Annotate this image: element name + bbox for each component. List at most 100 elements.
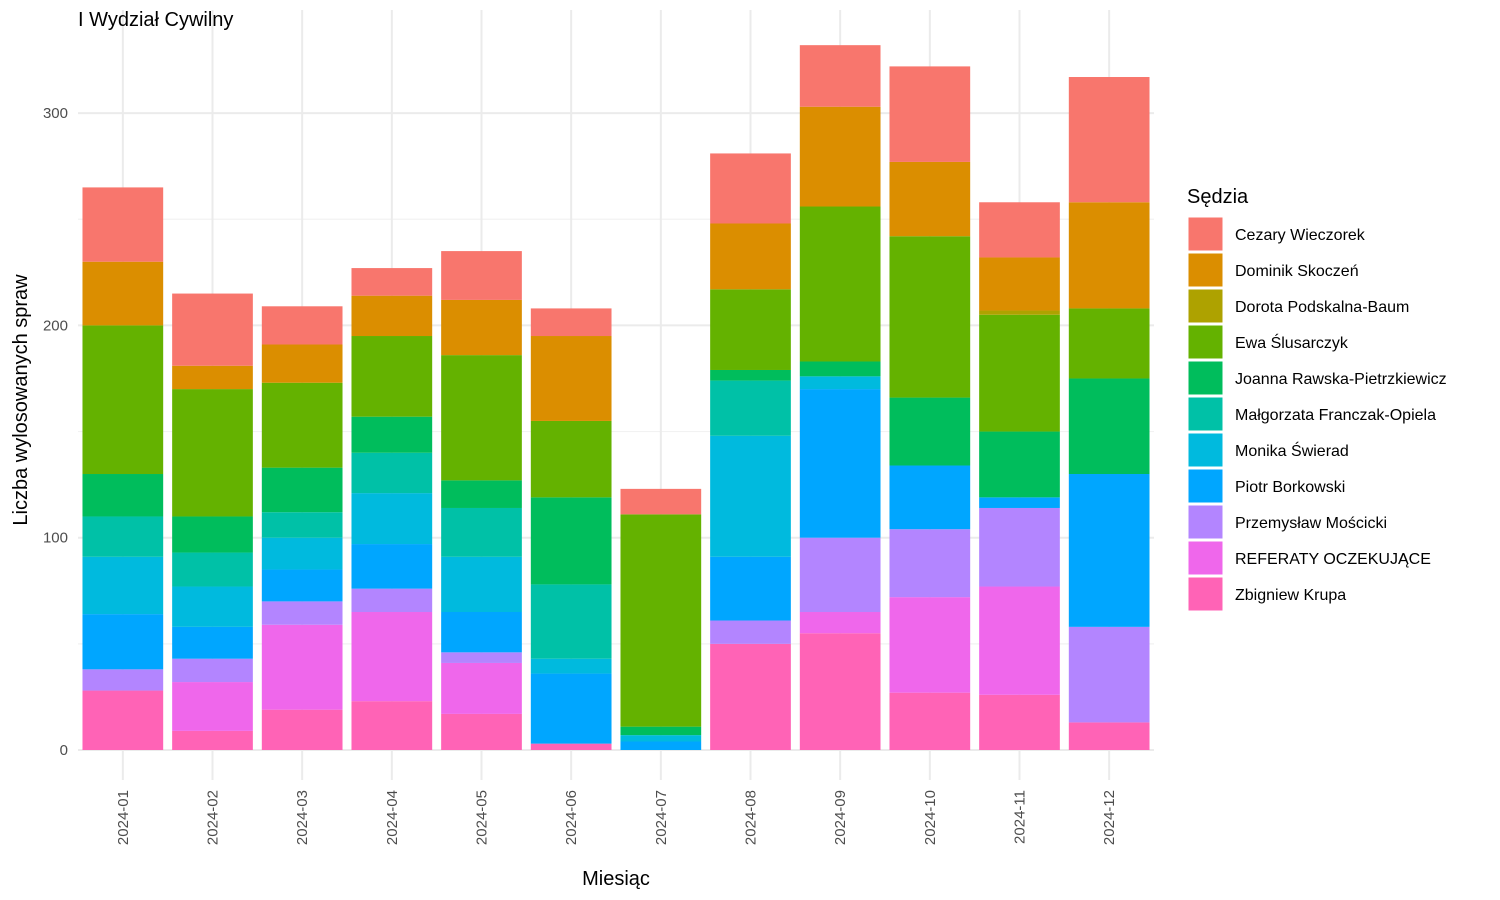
bar-segment	[799, 633, 881, 750]
bar-segment	[530, 658, 612, 674]
bar-segment	[889, 236, 971, 398]
y-tick-label: 300	[43, 105, 68, 122]
legend-label: Dominik Skoczeń	[1235, 263, 1359, 280]
bar-segment	[979, 202, 1060, 258]
bar-segment	[979, 431, 1060, 498]
bar-segment	[979, 507, 1060, 587]
bar-segment	[82, 187, 164, 262]
legend-label: Cezary Wieczorek	[1235, 227, 1366, 244]
bar-segment	[799, 106, 881, 207]
bars	[82, 45, 1150, 750]
bar-segment	[799, 361, 881, 377]
bar-segment	[979, 310, 1060, 315]
bar-segment	[799, 206, 881, 362]
bar-segment	[710, 223, 791, 290]
bar-segment	[351, 701, 433, 750]
legend-label: Ewa Ślusarczyk	[1235, 333, 1349, 352]
x-axis-ticks: 2024-01 2024-02 2024-03 2024-04 2024-05 2024-…	[115, 790, 1118, 845]
bar-segment	[1068, 474, 1150, 627]
bar-segment	[620, 488, 702, 515]
legend-key	[1187, 576, 1224, 612]
x-tick-label: 2024-01	[115, 790, 132, 845]
legend-key	[1187, 540, 1224, 576]
bar-segment	[889, 465, 971, 530]
bar-segment	[441, 652, 522, 663]
bar-segment	[351, 588, 433, 613]
bar-segment	[82, 474, 164, 517]
legend-label: Małgorzata Franczak-Opiela	[1235, 407, 1436, 424]
bar-segment	[441, 662, 522, 714]
y-tick-label: 0	[60, 742, 68, 759]
x-tick-label: 2024-07	[653, 790, 670, 845]
bar-segment	[710, 380, 791, 436]
bar-segment	[261, 624, 343, 710]
bar-segment	[530, 497, 612, 585]
x-tick-label: 2024-04	[384, 790, 401, 845]
bar-segment	[351, 416, 433, 453]
bar-segment	[172, 682, 253, 731]
bar-segment	[979, 257, 1060, 311]
bar-segment	[82, 261, 164, 326]
chart-title: I Wydział Cywilny	[78, 9, 233, 31]
bar-segment	[441, 480, 522, 508]
legend-label: Dorota Podskalna-Baum	[1235, 299, 1409, 316]
bar-segment	[979, 497, 1060, 508]
bar-segment	[172, 365, 253, 390]
bar-segment	[172, 293, 253, 366]
y-axis-title: Liczba wylosowanych spraw	[10, 274, 32, 526]
bar-segment	[530, 673, 612, 744]
x-tick-label: 2024-05	[474, 790, 491, 845]
legend-label: Piotr Borkowski	[1235, 479, 1345, 496]
bar-segment	[172, 626, 253, 659]
bar-segment	[441, 612, 522, 653]
bar-segment	[82, 614, 164, 670]
bar-segment	[889, 161, 971, 237]
bar-segment	[172, 730, 253, 750]
bar-segment	[172, 658, 253, 683]
x-tick-label: 2024-02	[205, 790, 222, 845]
bar-segment	[1068, 626, 1150, 723]
legend-label: Przemysław Mościcki	[1235, 515, 1387, 532]
bar-segment	[441, 355, 522, 481]
bar-segment	[530, 584, 612, 659]
legend-key	[1187, 432, 1224, 468]
legend-key	[1187, 468, 1224, 504]
bar-segment	[351, 295, 433, 337]
bar-segment	[530, 743, 612, 750]
bar-segment	[710, 620, 791, 644]
y-tick-label: 200	[43, 317, 68, 334]
bar-segment	[82, 669, 164, 691]
bar-segment	[1068, 202, 1150, 309]
bar-segment	[441, 251, 522, 300]
bar-segment	[82, 325, 164, 475]
bar-segment	[351, 612, 433, 702]
bar-segment	[530, 308, 612, 337]
bar-segment	[172, 552, 253, 587]
bar-segment	[441, 713, 522, 750]
bar-segment	[799, 537, 881, 613]
bar-segment	[82, 556, 164, 615]
legend-label: Zbigniew Krupa	[1235, 587, 1346, 604]
x-tick-label: 2024-03	[294, 790, 311, 845]
bar-segment	[261, 344, 343, 383]
legend-label: Joanna Rawska-Pietrzkiewicz	[1235, 371, 1447, 388]
bar-segment	[1068, 77, 1150, 203]
legend-key	[1187, 504, 1224, 540]
bar-segment	[441, 556, 522, 613]
bar-segment	[710, 556, 791, 621]
legend-key	[1187, 252, 1224, 288]
bar-segment	[889, 529, 971, 598]
bar-segment	[620, 514, 702, 727]
bar-segment	[441, 507, 522, 557]
bar-segment	[710, 435, 791, 557]
bar-segment	[261, 709, 343, 750]
bar-segment	[889, 597, 971, 693]
bar-segment	[351, 544, 433, 589]
bar-segment	[172, 389, 253, 517]
legend-key	[1187, 360, 1224, 396]
bar-segment	[82, 516, 164, 557]
plot-background	[78, 10, 1154, 780]
bar-segment	[979, 694, 1060, 750]
bar-segment	[620, 741, 702, 750]
